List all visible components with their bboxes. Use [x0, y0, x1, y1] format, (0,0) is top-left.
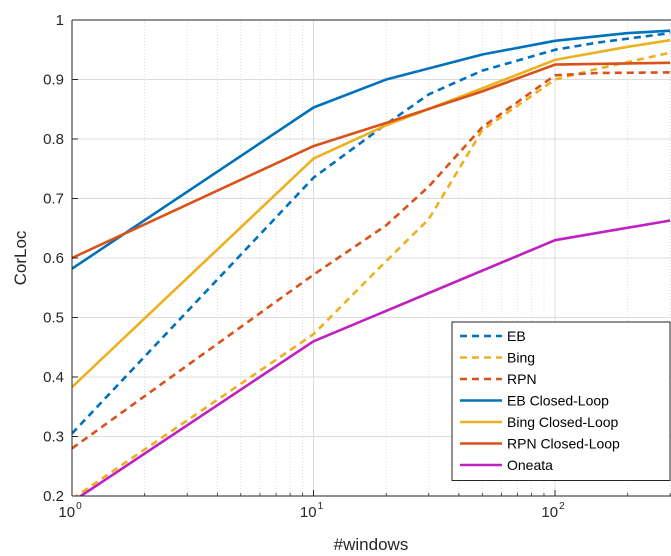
y-tick-label: 0.2 — [43, 488, 64, 505]
legend-label: RPN — [507, 371, 537, 387]
series-eb-closed-loop — [72, 29, 671, 270]
series-eb — [72, 31, 671, 435]
series-oneata — [78, 219, 671, 496]
legend-label: Bing — [507, 350, 535, 366]
series-rpn-closed-loop — [72, 61, 671, 260]
y-tick-labels: 0.2 0.3 0.4 0.5 0.6 0.7 0.8 0.9 1 — [43, 12, 64, 505]
legend-label: RPN Closed-Loop — [507, 436, 620, 452]
axes-layer — [71, 19, 671, 497]
x-tick-label: 101 — [300, 501, 324, 521]
y-tick-label: 0.5 — [43, 310, 64, 327]
y-axis-label: CorLoc — [11, 230, 30, 285]
x-tick-label: 100 — [58, 501, 82, 521]
legend-label: EB — [507, 328, 526, 344]
legend-label: EB Closed-Loop — [507, 393, 609, 409]
y-tick-label: 1 — [56, 12, 64, 29]
legend-label: Oneata — [507, 457, 553, 473]
series-bing-closed-loop — [72, 38, 671, 389]
x-tick-label: 102 — [541, 501, 565, 521]
y-tick-label: 0.8 — [43, 131, 64, 148]
y-tick-label: 0.6 — [43, 250, 64, 267]
y-tick-label: 0.4 — [43, 369, 64, 386]
y-tick-label: 0.9 — [43, 72, 64, 89]
series-layer — [72, 29, 671, 496]
y-tick-label: 0.3 — [43, 429, 64, 446]
series-rpn — [72, 71, 671, 450]
legend: EB Bing RPN EB Closed-Loop Bing Closed-Loop R… — [451, 321, 671, 481]
series-bing — [74, 51, 671, 496]
x-tick-labels: 100 101 102 — [58, 501, 565, 521]
legend-label: Bing Closed-Loop — [507, 414, 619, 430]
y-tick-label: 0.7 — [43, 191, 64, 208]
x-axis-label: #windows — [334, 535, 409, 554]
